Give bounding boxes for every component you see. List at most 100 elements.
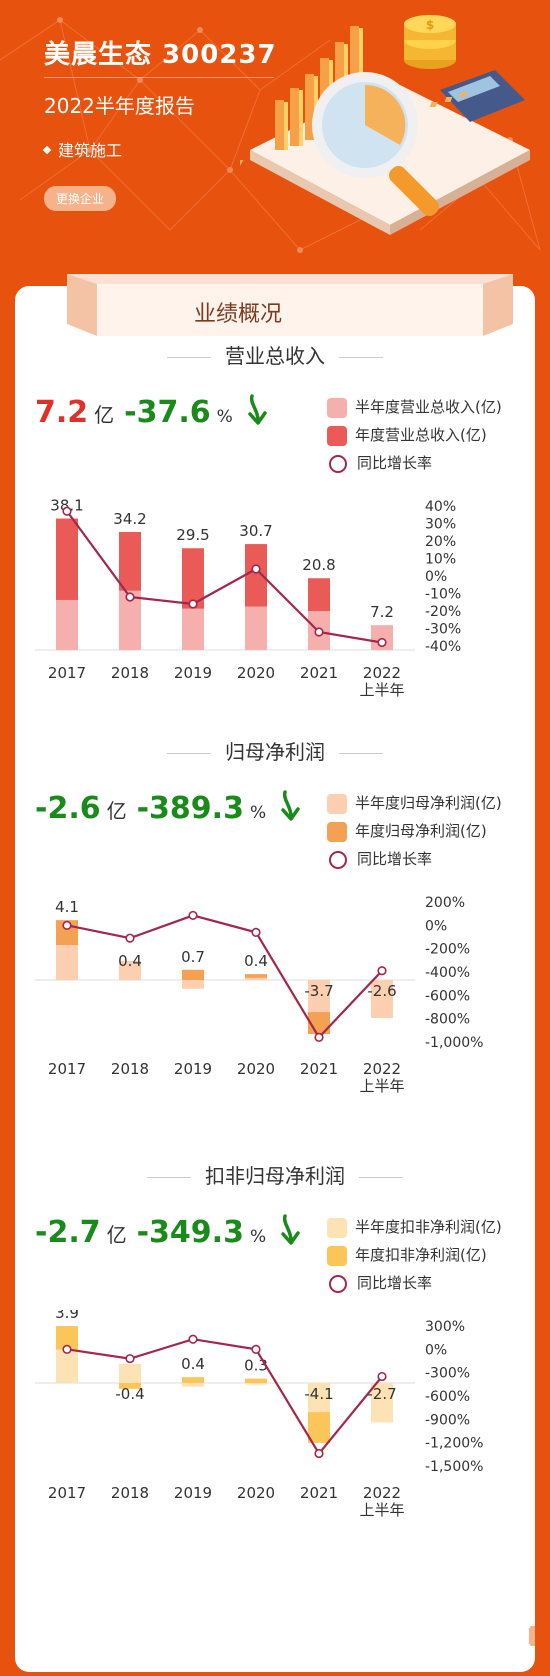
half-year-bar [119,590,141,650]
half-year-bar [119,961,141,980]
network-background [0,17,541,253]
legend-swatch [327,821,347,842]
legend-swatch [327,397,347,418]
legend-marker [329,454,347,473]
diamond-icon [42,145,52,154]
arrow-down-icon [281,1214,300,1245]
y2-tick-label: -1,500% [425,1459,483,1475]
x-tick-label: 2019 [174,1484,212,1502]
legend-marker [329,1274,347,1293]
annual-bar [245,974,267,980]
x-tick-label: 2022 [363,1060,401,1078]
half-year-bar [182,1383,204,1387]
kpi-value: -2.6 [35,791,101,826]
kpi-value: 7.2 [35,395,89,430]
kpi-percent: -37.6 [124,395,211,430]
growth-point [188,910,198,921]
x-tick-label: 2017 [48,1060,86,1078]
legend-label: 同比增长率 [357,454,433,472]
x-tick-label: 上半年 [359,681,404,699]
growth-point [377,1371,387,1382]
x-tick-label: 上半年 [359,1501,404,1519]
half-year-bar [56,944,78,980]
half-year-bar [371,625,393,650]
industry-text: 建筑施工 [58,141,123,160]
y2-tick-label: 0% [425,569,447,585]
x-tick-label: 上半年 [359,1077,404,1095]
section-title: 归母净利润 [15,736,535,765]
legend-item-growth: 同比增长率 [327,1272,502,1300]
kpi-value: -2.7 [35,1215,101,1250]
scroll-handle[interactable] [529,1626,535,1646]
growth-point [125,1354,135,1364]
growth-point [188,1334,198,1344]
x-tick-label: 2021 [300,1484,338,1502]
y2-tick-label: 200% [425,895,465,911]
half-year-bar [308,980,330,1013]
legend-item-half: 半年度归母净利润(亿) [327,792,502,820]
section-title: 营业总收入 [15,340,535,369]
growth-point [251,927,261,937]
x-tick-label: 2020 [237,1484,275,1502]
x-tick-label: 2021 [300,664,338,682]
x-tick-label: 2021 [300,1060,338,1078]
net-profit-chart: 4.1 2017 0.4 2018 0.7 2019 0.4 2020 -3.7 2021 -2.6… [35,895,483,1095]
growth-line [66,510,383,644]
revenue-section: 营业总收入 7.2 亿 -37.6% 半年度营业总收入(亿) 年度营业总收入(亿) … [15,340,535,710]
data-label: -3.7 [304,982,333,1000]
y2-tick-label: 40% [425,499,456,515]
y2-tick-label: 0% [425,1342,447,1358]
chart-legend: 半年度归母净利润(亿) 年度归母净利润(亿) 同比增长率 [327,792,502,876]
data-label: -2.6 [367,982,396,1000]
y2-tick-label: -900% [425,1412,470,1428]
growth-point [251,1344,261,1354]
y2-tick-label: -40% [425,639,461,655]
y2-tick-label: -1,000% [425,1035,483,1051]
y2-tick-label: -800% [425,1012,470,1028]
x-tick-label: 2017 [48,664,86,682]
report-header: 美晨生态 300237 2022半年度报告 建筑施工 更换企业 [0,0,550,285]
legend-label: 年度扣非净利润(亿) [355,1246,487,1264]
data-label: 20.8 [302,556,335,574]
switch-company-button[interactable]: 更换企业 [44,186,117,211]
legend-item-growth: 同比增长率 [327,848,502,876]
legend-item-growth: 同比增长率 [327,452,502,480]
arrow-down-icon [248,394,267,425]
data-label: 3.9 [55,1310,79,1322]
arrow-down-icon [281,790,300,821]
svg-text:$: $ [426,18,434,32]
legend-swatch [327,1217,347,1238]
legend-item-half: 半年度营业总收入(亿) [327,396,502,424]
section-title-text: 营业总收入 [225,344,325,368]
growth-point [314,627,324,637]
x-tick-label: 2018 [111,1060,149,1078]
growth-line [66,1338,383,1456]
legend-item-half: 半年度扣非净利润(亿) [327,1216,502,1244]
y2-tick-label: 300% [425,1319,465,1335]
legend-label: 半年度扣非净利润(亿) [355,1218,502,1236]
kpi-unit: 亿 [106,799,127,823]
section-banner [67,274,513,336]
banner-title: 业绩概况 [193,302,282,327]
data-label: -4.1 [304,1385,333,1403]
x-tick-label: 2019 [174,664,212,682]
x-tick-label: 2018 [111,664,149,682]
data-label: 7.2 [370,603,394,621]
legend-label: 年度营业总收入(亿) [355,426,487,444]
section-title-text: 归母净利润 [225,740,325,764]
net-profit-section: 归母净利润 -2.6 亿 -389.3% 半年度归母净利润(亿) 年度归母净利润(亿… [15,736,535,1106]
annual-bar [182,1377,204,1383]
net-profit-kpi: -2.6 亿 -389.3% [35,790,301,826]
data-label: 29.5 [176,526,209,544]
y2-tick-label: -20% [425,604,461,620]
growth-line [66,914,383,1040]
deducted-profit-section: 扣非归母净利润 -2.7 亿 -349.3% 半年度扣非净利润(亿) 年度扣非净利润… [15,1160,535,1530]
legend-label: 半年度归母净利润(亿) [355,794,502,812]
half-year-bar [245,977,267,980]
x-tick-label: 2022 [363,664,401,682]
y2-tick-label: 30% [425,517,456,533]
data-label: 0.7 [181,948,205,966]
half-year-bar [245,1383,267,1385]
legend-label: 同比增长率 [357,850,433,868]
y2-tick-label: 0% [425,918,447,934]
